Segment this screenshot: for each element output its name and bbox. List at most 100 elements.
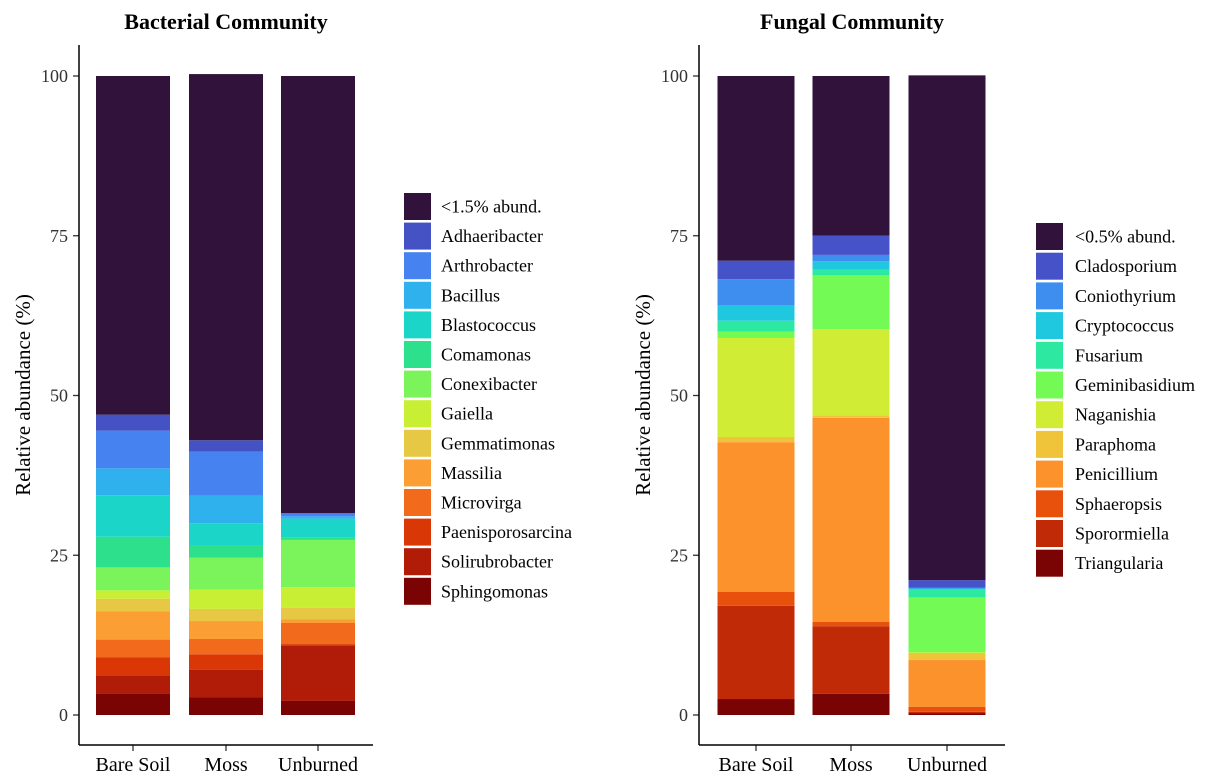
bar-segment [189, 545, 263, 558]
bar-segment [96, 598, 170, 612]
fungal-chart: Fungal Community Relative abundance (%) … [631, 9, 1195, 773]
y-ticks: 0 25 50 75 100 [661, 66, 699, 725]
bar-segment [812, 626, 890, 694]
bar-segment [717, 442, 795, 592]
bar-segment [717, 279, 795, 306]
bar-segment [812, 621, 890, 627]
legend-swatch [404, 577, 431, 605]
legend-swatch [1036, 312, 1063, 340]
y-tick-label: 100 [661, 66, 688, 86]
legend-label: Bacillus [441, 285, 500, 305]
bar-segment [281, 700, 355, 715]
y-tick-label: 100 [41, 66, 68, 86]
legend-label: Sphingomonas [441, 581, 548, 601]
bar-segment [812, 269, 890, 276]
bar-segment [189, 440, 263, 452]
y-axis-label: Relative abundance (%) [631, 294, 655, 496]
legend-label: Sphaeropsis [1075, 494, 1162, 514]
bar-segment [717, 331, 795, 338]
bars [96, 74, 355, 715]
bar-segment [281, 622, 355, 645]
legend-swatch [1036, 520, 1063, 547]
bar-segment [281, 518, 355, 538]
bar-segment [281, 539, 355, 588]
bar-segment [96, 495, 170, 537]
bars [717, 75, 986, 715]
bar-segment [812, 415, 890, 418]
y-tick-label: 50 [670, 386, 688, 406]
legend-label: Arthrobacter [441, 256, 533, 276]
legend-label: Coniothyrium [1075, 286, 1176, 306]
bacterial-chart: Bacterial Community Relative abundance (… [11, 9, 572, 773]
legend-label: Blastococcus [441, 315, 536, 335]
legend-swatch [1036, 282, 1063, 310]
bar-segment [812, 693, 890, 715]
bar-segment [189, 697, 263, 715]
bar-segment [96, 430, 170, 469]
legend-label: Geminibasidium [1075, 375, 1195, 395]
bar-segment [96, 611, 170, 640]
legend-label: Paenisporosarcina [441, 522, 572, 542]
legend-swatch [1036, 460, 1063, 488]
bar-segment [908, 588, 986, 590]
bar-segment [908, 580, 986, 588]
bar-segment [96, 693, 170, 715]
legend-swatch [404, 489, 431, 516]
legend-label: Comamonas [441, 345, 531, 365]
legend-label: Naganishia [1075, 405, 1156, 425]
bar-segment [812, 76, 890, 236]
legend-swatch [404, 459, 431, 487]
bar-segment [96, 76, 170, 415]
bar-segment [717, 591, 795, 606]
bar-segment [281, 513, 355, 514]
y-tick-label: 75 [50, 226, 68, 246]
bar-segment [189, 74, 263, 441]
legend-swatch [404, 548, 431, 576]
legend-swatch [404, 518, 431, 546]
bar-segment [812, 235, 890, 255]
legend-swatch [404, 400, 431, 428]
bar-segment [189, 608, 263, 622]
legend-label: Fusarium [1075, 345, 1143, 365]
x-ticks: Bare Soil Moss Unburned [96, 745, 358, 773]
bar-segment [717, 699, 795, 715]
x-ticks: Bare Soil Moss Unburned [719, 745, 987, 773]
legend-label: Sporormiella [1075, 524, 1169, 544]
chart-title: Fungal Community [760, 9, 944, 34]
legend-swatch [1036, 490, 1063, 518]
x-tick-label: Unburned [278, 754, 358, 773]
legend: <1.5% abund. Adhaeribacter Arthrobacter Bac… [404, 193, 572, 605]
legend-label: Cryptococcus [1075, 316, 1174, 336]
bar-segment [189, 557, 263, 590]
bar-segment [189, 638, 263, 655]
x-tick-label: Unburned [907, 754, 987, 773]
bar-segment [96, 567, 170, 591]
legend-swatch [1036, 549, 1063, 577]
y-axis-label: Relative abundance (%) [11, 294, 35, 496]
bar-segment [281, 76, 355, 514]
legend-label: Microvirga [441, 493, 522, 513]
bar-segment [717, 260, 795, 280]
legend-swatch [404, 370, 431, 398]
bar-segment [908, 597, 986, 653]
legend-swatch [1036, 341, 1063, 369]
legend-label: Cladosporium [1075, 256, 1177, 276]
bar-segment [908, 589, 986, 598]
bar-segment [908, 587, 986, 589]
legend-label: Triangularia [1075, 553, 1163, 573]
legend-swatch [404, 193, 431, 220]
bar-segment [189, 589, 263, 609]
legend-label: Solirubrobacter [441, 552, 553, 572]
bar-segment [189, 523, 263, 546]
bar-segment [96, 468, 170, 496]
legend-label: Penicillium [1075, 464, 1158, 484]
bar-segment [96, 414, 170, 431]
bar-segment [281, 513, 355, 517]
x-tick-label: Bare Soil [96, 754, 171, 773]
legend-swatch [1036, 252, 1063, 280]
bar-segment [96, 675, 170, 694]
legend-label: Conexibacter [441, 374, 537, 394]
bar-segment [717, 337, 795, 438]
legend-label: Paraphoma [1075, 434, 1156, 454]
